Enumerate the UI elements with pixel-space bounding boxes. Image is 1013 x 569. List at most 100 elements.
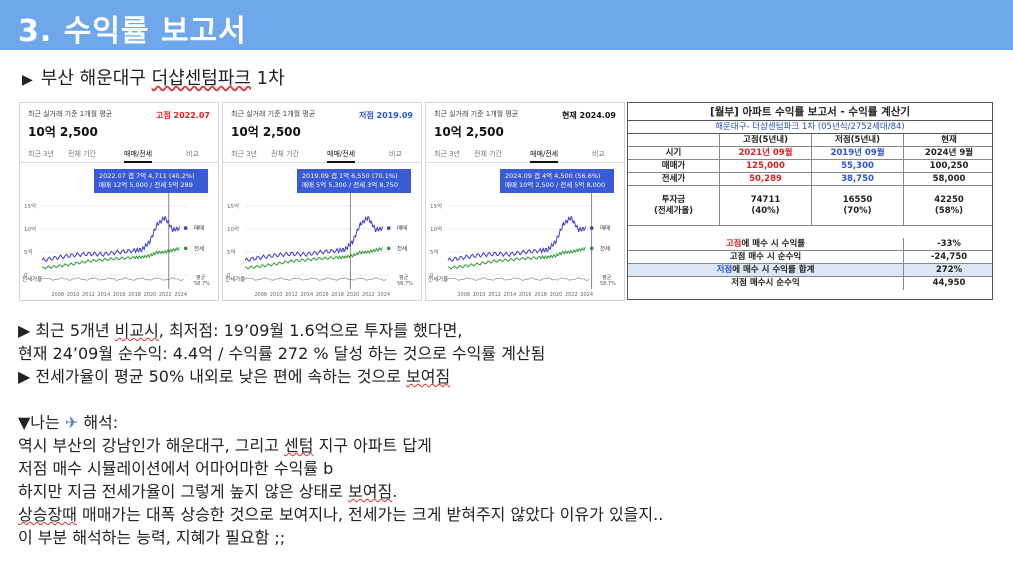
card-point-label: 고점 2022.07 bbox=[156, 111, 210, 120]
summary-row: 저점 에 매수 시 수익률 합계 272% bbox=[628, 264, 992, 277]
table-cell: 16550 (70%) bbox=[812, 186, 904, 225]
table-cell: 100,250 bbox=[929, 160, 969, 171]
x-tick-label: 2022 bbox=[565, 292, 578, 298]
x-tick-label: 2024 bbox=[174, 292, 187, 298]
header-cell bbox=[628, 134, 720, 146]
tab-compare[interactable]: 비교 bbox=[389, 150, 402, 158]
series-end-point bbox=[386, 226, 391, 230]
tab-sale-jeonse[interactable]: 매매/전세 bbox=[530, 149, 559, 163]
jeonse-rate-label: 전세가율 bbox=[428, 275, 448, 283]
sale-series-label: 매매 bbox=[194, 224, 204, 232]
x-tick-label: 2014 bbox=[503, 292, 516, 298]
sale-price-line bbox=[447, 216, 586, 263]
average-label: 평균 bbox=[602, 274, 612, 281]
y-tick-label: 10억 bbox=[430, 225, 442, 233]
average-value: 58.7% bbox=[194, 281, 210, 287]
card-price: 10억 2,500 bbox=[28, 125, 98, 139]
y-tick-label: 0 bbox=[24, 273, 28, 279]
paragraph-line: ▼나는 ✈ 해석: bbox=[18, 413, 119, 432]
tab-sale-jeonse[interactable]: 매매/전세 bbox=[327, 149, 356, 163]
x-tick-label: 2016 bbox=[316, 292, 329, 298]
sale-series-label: 매매 bbox=[600, 224, 610, 232]
jeonse-rate-line bbox=[41, 277, 184, 281]
table-title: [월부] 아파트 수익률 보고서 - 수익률 계산기 bbox=[628, 103, 992, 121]
page-title: 3. 수익률 보고서 bbox=[18, 14, 247, 49]
x-tick-label: 2020 bbox=[347, 292, 360, 298]
average-value: 58.7% bbox=[397, 281, 413, 287]
x-tick-label: 2014 bbox=[300, 292, 313, 298]
summary-label: 고점 에 매수 시 수익률 bbox=[628, 238, 904, 250]
sale-price-line bbox=[244, 216, 383, 263]
header-cell: 저점(5년내) bbox=[812, 134, 904, 146]
row-label: 매매가 bbox=[628, 160, 720, 172]
x-tick-label: 2020 bbox=[550, 292, 563, 298]
tab-recent-3y[interactable]: 최근 3년 bbox=[434, 150, 460, 158]
chart-tooltip: 2019.09 갭 1억 6,550 (70.1%) 매매 5억 5,300 / … bbox=[297, 169, 411, 193]
row-label: 투자금 (전세가율) bbox=[628, 186, 720, 225]
sale-series-label: 매매 bbox=[397, 224, 407, 232]
tab-all[interactable]: 전체 기간 bbox=[474, 150, 502, 158]
subtitle: ▶ 부산 해운대구 더샵센텀파크 1차 bbox=[22, 64, 285, 90]
series-end-point bbox=[183, 246, 188, 251]
x-tick-label: 2008 bbox=[457, 292, 470, 298]
chart-card-peak: 최근 실거래 기준 1개월 평균 고점 2022.07 10억 2,500 최근 3년… bbox=[19, 102, 219, 301]
tab-all[interactable]: 전체 기간 bbox=[271, 150, 299, 158]
paragraph-line: ▶ 최근 5개년 비교시, 최저점: 19’09월 1.6억으로 투자를 했다면… bbox=[18, 321, 463, 340]
table-cell: 50,289 bbox=[720, 173, 812, 185]
chart-card-bottom: 최근 실거래 기준 1개월 평균 저점 2019.09 10억 2,500 최근 3년… bbox=[222, 102, 422, 301]
tab-all[interactable]: 전체 기간 bbox=[68, 150, 96, 158]
tab-sale-jeonse[interactable]: 매매/전세 bbox=[124, 149, 153, 163]
jeonse-rate-label: 전세가율 bbox=[22, 275, 42, 283]
tab-compare[interactable]: 비교 bbox=[186, 150, 199, 158]
x-tick-label: 2012 bbox=[82, 292, 95, 298]
jeonse-price-line bbox=[41, 246, 180, 270]
y-tick-label: 0 bbox=[227, 273, 231, 279]
x-tick-label: 2018 bbox=[331, 292, 344, 298]
card-price: 10억 2,500 bbox=[231, 125, 301, 139]
tab-recent-3y[interactable]: 최근 3년 bbox=[231, 150, 257, 158]
x-tick-label: 2024 bbox=[377, 292, 390, 298]
tab-recent-3y[interactable]: 최근 3년 bbox=[28, 150, 54, 158]
title-bar: 3. 수익률 보고서 bbox=[0, 0, 1013, 50]
card-caption: 최근 실거래 기준 1개월 평균 bbox=[231, 110, 316, 118]
table-header-row: 고점(5년내) 저점(5년내) 현재 bbox=[628, 134, 992, 147]
series-end-point bbox=[183, 226, 188, 230]
table-row: 시기 2021년 09월 2019년 09월 2024년 9월 bbox=[628, 147, 992, 160]
table-subtitle: 해운대구- 더샵센텀파크 1차 (05년식/2752세대/84) bbox=[628, 121, 992, 134]
summary-row: 고점 매수 시 순수익 -24,750 bbox=[628, 251, 992, 264]
x-tick-label: 2008 bbox=[51, 292, 64, 298]
average-value: 58.7% bbox=[600, 281, 616, 287]
header-cell: 현재 bbox=[941, 134, 957, 145]
jeonse-rate-line bbox=[244, 277, 387, 281]
y-tick-label: 5억 bbox=[430, 248, 439, 256]
y-tick-label: 0 bbox=[430, 273, 434, 279]
table-cell: 2019년 09월 bbox=[812, 147, 904, 159]
card-point-label: 현재 2024.09 bbox=[562, 111, 616, 120]
summary-value: 44,950 bbox=[932, 278, 966, 288]
row-label: 시기 bbox=[628, 147, 720, 159]
x-tick-label: 2010 bbox=[270, 292, 283, 298]
table-cell: 38,750 bbox=[812, 173, 904, 185]
x-tick-label: 2012 bbox=[488, 292, 501, 298]
header-cell: 고점(5년내) bbox=[720, 134, 812, 146]
table-row: 전세가 50,289 38,750 58,000 bbox=[628, 173, 992, 186]
tab-compare[interactable]: 비교 bbox=[592, 150, 605, 158]
jeonse-price-line bbox=[244, 246, 383, 270]
y-tick-label: 5억 bbox=[227, 248, 236, 256]
x-tick-label: 2018 bbox=[534, 292, 547, 298]
table-cell: 2021년 09월 bbox=[720, 147, 812, 159]
paragraph-line: 하지만 지금 전세가율이 그렇게 높지 않은 상태로 보여짐. bbox=[18, 482, 398, 501]
x-tick-label: 2012 bbox=[285, 292, 298, 298]
paragraph-line: 역시 부산의 강남인가 해운대구, 그리고 센텀 지구 아파트 답게 bbox=[18, 436, 432, 455]
x-tick-label: 2010 bbox=[473, 292, 486, 298]
x-tick-label: 2020 bbox=[144, 292, 157, 298]
table-row: 매매가 125,000 55,300 100,250 bbox=[628, 160, 992, 173]
paragraph-line: 이 부분 해석하는 능력, 지혜가 필요함 ;; bbox=[18, 528, 286, 547]
x-tick-label: 2018 bbox=[128, 292, 141, 298]
triangle-right-icon: ▶ bbox=[22, 72, 33, 88]
paragraph-line: 상승장때 매매가는 대폭 상승한 것으로 보여지나, 전세가는 크게 받혀주지 … bbox=[18, 505, 664, 524]
sale-price-line bbox=[41, 216, 180, 263]
